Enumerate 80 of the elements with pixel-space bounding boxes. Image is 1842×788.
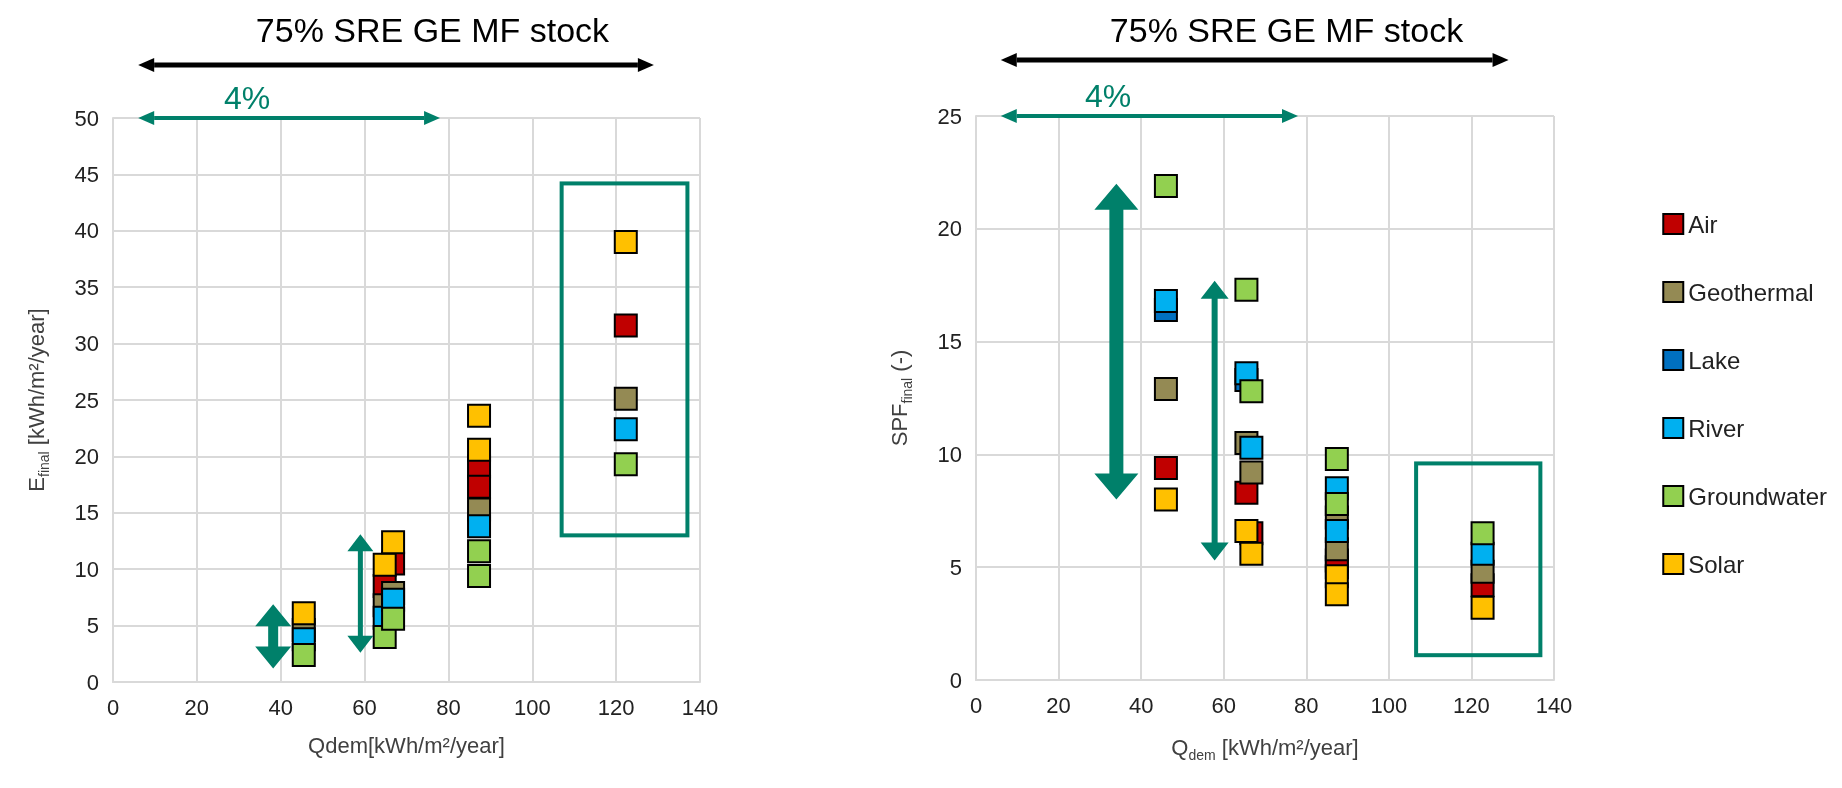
legend-label: Geothermal: [1688, 278, 1814, 306]
point: [1324, 446, 1349, 471]
point: [467, 514, 492, 539]
point: [1153, 288, 1178, 313]
y-tick-label: 10: [74, 556, 99, 582]
y-tick-label: 50: [74, 105, 99, 131]
point: [381, 530, 406, 555]
point: [291, 642, 316, 667]
point: [1153, 173, 1178, 198]
x-tick-label: 100: [513, 694, 551, 720]
x-tick-label: 20: [1046, 692, 1071, 718]
point: [1324, 492, 1349, 517]
x-tick-label: 60: [1211, 692, 1236, 718]
legend-label: Solar: [1688, 550, 1745, 578]
point: [1470, 595, 1495, 620]
x-tick-label: 40: [268, 694, 293, 720]
y-tick-label: 5: [86, 613, 99, 639]
point: [381, 606, 406, 631]
y-tick-label: 0: [86, 669, 99, 695]
point: [1239, 379, 1264, 404]
x-tick-label: 80: [1294, 692, 1319, 718]
y-tick-label: 25: [74, 387, 99, 413]
point: [613, 417, 638, 442]
y-tick-label: 30: [74, 331, 99, 357]
y-tick-label: 45: [74, 161, 99, 187]
point: [467, 437, 492, 462]
x-tick-label: 140: [681, 694, 719, 720]
text: 4%: [1084, 78, 1132, 114]
point: [613, 386, 638, 411]
point: [1234, 519, 1259, 544]
y-tick-label: 20: [74, 443, 99, 469]
chart-title: 75% SRE GE MF stock: [1109, 11, 1465, 49]
text: 4%: [224, 80, 271, 116]
point: [613, 452, 638, 477]
x-tick-label: 60: [352, 694, 377, 720]
point: [1239, 541, 1264, 566]
y-tick-label: 15: [937, 329, 962, 355]
x-tick-label: 100: [1370, 692, 1408, 718]
x-tick-label: 120: [597, 694, 635, 720]
point: [467, 539, 492, 564]
y-tick-label: 15: [74, 500, 99, 526]
point: [1239, 435, 1264, 460]
point: [1234, 480, 1259, 505]
x-tick-label: 120: [1453, 692, 1490, 718]
legend-label: Groundwater: [1688, 482, 1828, 510]
y-axis-title: Efinal [kWh/m²/year]: [23, 308, 52, 492]
y-tick-label: 0: [949, 667, 962, 693]
point: [291, 601, 316, 626]
point: [467, 474, 492, 499]
legend-label: Air: [1688, 210, 1718, 238]
point: [1153, 376, 1178, 401]
y-tick-label: 10: [937, 441, 962, 467]
x-tick-label: 80: [436, 694, 461, 720]
legend-label: River: [1688, 414, 1745, 442]
point: [613, 230, 638, 255]
x-tick-label: 0: [106, 694, 120, 720]
point: [1153, 455, 1178, 480]
x-axis-title: Qdem[kWh/m²/year]: [308, 732, 505, 758]
point: [467, 563, 492, 588]
x-tick-label: 40: [1128, 692, 1154, 718]
x-tick-label: 0: [969, 692, 983, 718]
point: [1239, 460, 1264, 485]
x-tick-label: 140: [1535, 692, 1573, 718]
y-tick-label: 40: [74, 218, 99, 244]
point: [1324, 519, 1349, 544]
point: [1153, 487, 1178, 512]
point: [467, 403, 492, 428]
legend-label: Lake: [1688, 346, 1741, 374]
point: [1234, 277, 1259, 302]
y-tick-label: 20: [937, 216, 962, 242]
x-tick-label: 20: [184, 694, 210, 720]
y-tick-label: 35: [74, 274, 99, 300]
point: [1324, 582, 1349, 607]
point: [1470, 521, 1495, 546]
chart-title: 75% SRE GE MF stock: [255, 11, 611, 49]
y-tick-label: 25: [937, 103, 962, 129]
y-axis-title: SPFfinal (-): [886, 349, 915, 447]
y-tick-label: 5: [949, 554, 962, 580]
point: [613, 313, 638, 338]
point: [372, 552, 397, 577]
